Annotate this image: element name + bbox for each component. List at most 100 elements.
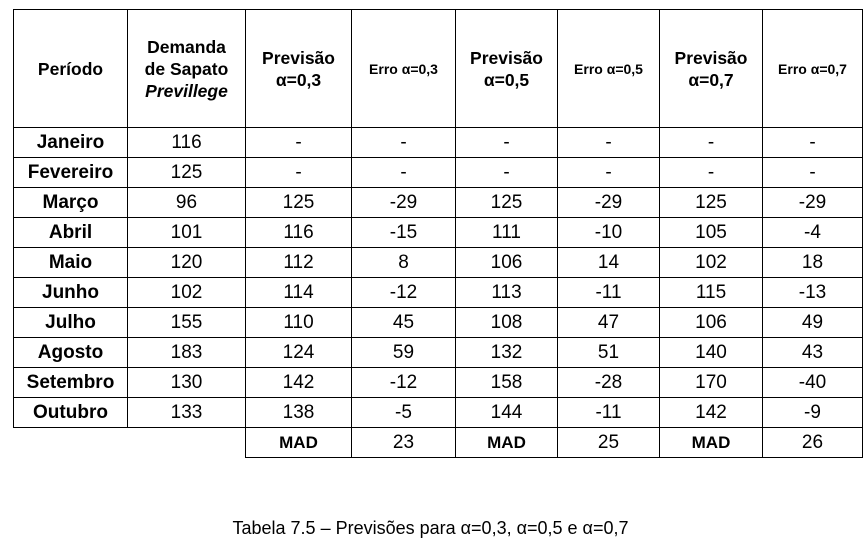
cell-demand: 183 bbox=[127, 337, 246, 368]
table-row: Junho 102 114 -12 113 -11 115 -13 bbox=[13, 277, 863, 308]
mad-row-spacer bbox=[14, 428, 246, 458]
mad-row: MAD 23 MAD 25 MAD 26 bbox=[14, 427, 863, 458]
table-row: Setembro 130 142 -12 158 -28 170 -40 bbox=[13, 367, 863, 398]
mad-label-07: MAD bbox=[659, 427, 763, 458]
forecast-table: Período Demanda de Sapato Previllege Pre… bbox=[13, 9, 863, 458]
header-forecast-05: Previsão α=0,5 bbox=[455, 9, 558, 128]
cell-forecast-03: 124 bbox=[245, 337, 352, 368]
table-row: Outubro 133 138 -5 144 -11 142 -9 bbox=[13, 397, 863, 428]
cell-error-07: 18 bbox=[762, 247, 863, 278]
cell-forecast-05: 108 bbox=[455, 307, 558, 338]
header-error-07: Erro α=0,7 bbox=[762, 9, 863, 128]
cell-error-05: -11 bbox=[557, 397, 660, 428]
caption-text: Tabela 7.5 – Previsões para α=0,3, α=0,5… bbox=[232, 518, 629, 538]
cell-error-05: -11 bbox=[557, 277, 660, 308]
cell-forecast-03: 114 bbox=[245, 277, 352, 308]
header-demand-line3: Previllege bbox=[145, 80, 228, 101]
mad-label-03: MAD bbox=[245, 427, 352, 458]
cell-error-05: 14 bbox=[557, 247, 660, 278]
cell-forecast-07: 102 bbox=[659, 247, 763, 278]
cell-forecast-07: - bbox=[659, 127, 763, 158]
cell-error-05: 47 bbox=[557, 307, 660, 338]
mad-label-05: MAD bbox=[455, 427, 558, 458]
header-forecast-03: Previsão α=0,3 bbox=[245, 9, 352, 128]
cell-error-03: -29 bbox=[351, 187, 456, 218]
header-forecast-03-line2: α=0,3 bbox=[275, 69, 322, 90]
cell-error-07: 49 bbox=[762, 307, 863, 338]
header-demand-line2: de Sapato bbox=[144, 58, 229, 79]
table-row: Julho 155 110 45 108 47 106 49 bbox=[13, 307, 863, 338]
cell-error-03: -12 bbox=[351, 277, 456, 308]
cell-demand: 133 bbox=[127, 397, 246, 428]
cell-error-07: -9 bbox=[762, 397, 863, 428]
cell-forecast-05: - bbox=[455, 157, 558, 188]
cell-forecast-05: - bbox=[455, 127, 558, 158]
mad-value-07: 26 bbox=[762, 427, 863, 458]
cell-forecast-05: 111 bbox=[455, 217, 558, 248]
cell-demand: 155 bbox=[127, 307, 246, 338]
table-row: Janeiro 116- - - - - - bbox=[13, 127, 863, 158]
cell-error-03: - bbox=[351, 127, 456, 158]
cell-period: Agosto bbox=[13, 337, 128, 368]
table-row: Abril 101 116 -15 111 -10 105 -4 bbox=[13, 217, 863, 248]
cell-error-03: -15 bbox=[351, 217, 456, 248]
header-demand-line1: Demanda bbox=[147, 36, 226, 57]
cell-forecast-05: 106 bbox=[455, 247, 558, 278]
table-body: Janeiro 116- - - - - - Fevereiro 125- - - - - - Março 9… bbox=[13, 127, 863, 428]
table-caption: Tabela 7.5 – Previsões para α=0,3, α=0,5… bbox=[0, 518, 867, 539]
cell-error-03: 59 bbox=[351, 337, 456, 368]
cell-period: Junho bbox=[13, 277, 128, 308]
table-row: Março 96 125 -29 125 -29 125 -29 bbox=[13, 187, 863, 218]
cell-forecast-07: 140 bbox=[659, 337, 763, 368]
cell-forecast-03: 138 bbox=[245, 397, 352, 428]
cell-forecast-03: 112 bbox=[245, 247, 352, 278]
cell-error-03: - bbox=[351, 157, 456, 188]
cell-forecast-05: 132 bbox=[455, 337, 558, 368]
cell-forecast-07: 170 bbox=[659, 367, 763, 398]
cell-error-07: -13 bbox=[762, 277, 863, 308]
cell-forecast-07: 142 bbox=[659, 397, 763, 428]
cell-forecast-03: 116 bbox=[245, 217, 352, 248]
cell-error-05: 51 bbox=[557, 337, 660, 368]
header-forecast-07-line1: Previsão bbox=[674, 47, 748, 68]
cell-error-07: - bbox=[762, 157, 863, 188]
cell-forecast-03: - bbox=[245, 157, 352, 188]
cell-error-03: -12 bbox=[351, 367, 456, 398]
cell-period: Outubro bbox=[13, 397, 128, 428]
cell-error-05: - bbox=[557, 157, 660, 188]
cell-error-07: 43 bbox=[762, 337, 863, 368]
cell-period: Maio bbox=[13, 247, 128, 278]
cell-error-07: - bbox=[762, 127, 863, 158]
header-forecast-03-line1: Previsão bbox=[262, 47, 335, 68]
cell-forecast-03: 125 bbox=[245, 187, 352, 218]
cell-forecast-05: 125 bbox=[455, 187, 558, 218]
header-error-03: Erro α=0,3 bbox=[351, 9, 456, 128]
header-demand: Demanda de Sapato Previllege bbox=[127, 9, 246, 128]
cell-period: Janeiro bbox=[13, 127, 128, 158]
cell-demand: 101 bbox=[127, 217, 246, 248]
cell-error-07: -29 bbox=[762, 187, 863, 218]
cell-error-03: -5 bbox=[351, 397, 456, 428]
cell-period: Abril bbox=[13, 217, 128, 248]
header-error-05: Erro α=0,5 bbox=[557, 9, 660, 128]
cell-forecast-05: 158 bbox=[455, 367, 558, 398]
cell-error-07: -4 bbox=[762, 217, 863, 248]
cell-period: Março bbox=[13, 187, 128, 218]
cell-forecast-03: 142 bbox=[245, 367, 352, 398]
header-forecast-05-line1: Previsão bbox=[470, 47, 543, 68]
header-forecast-07-line2: α=0,7 bbox=[688, 69, 734, 90]
cell-error-05: -10 bbox=[557, 217, 660, 248]
header-forecast-05-line2: α=0,5 bbox=[483, 69, 530, 90]
header-row: Período Demanda de Sapato Previllege Pre… bbox=[13, 9, 863, 128]
cell-demand: 120 bbox=[127, 247, 246, 278]
cell-forecast-07: 125 bbox=[659, 187, 763, 218]
header-period: Período bbox=[13, 9, 128, 128]
cell-forecast-07: 115 bbox=[659, 277, 763, 308]
cell-forecast-05: 144 bbox=[455, 397, 558, 428]
cell-forecast-07: 106 bbox=[659, 307, 763, 338]
cell-demand: 130 bbox=[127, 367, 246, 398]
cell-forecast-03: - bbox=[245, 127, 352, 158]
cell-forecast-07: - bbox=[659, 157, 763, 188]
cell-error-07: -40 bbox=[762, 367, 863, 398]
cell-error-03: 8 bbox=[351, 247, 456, 278]
